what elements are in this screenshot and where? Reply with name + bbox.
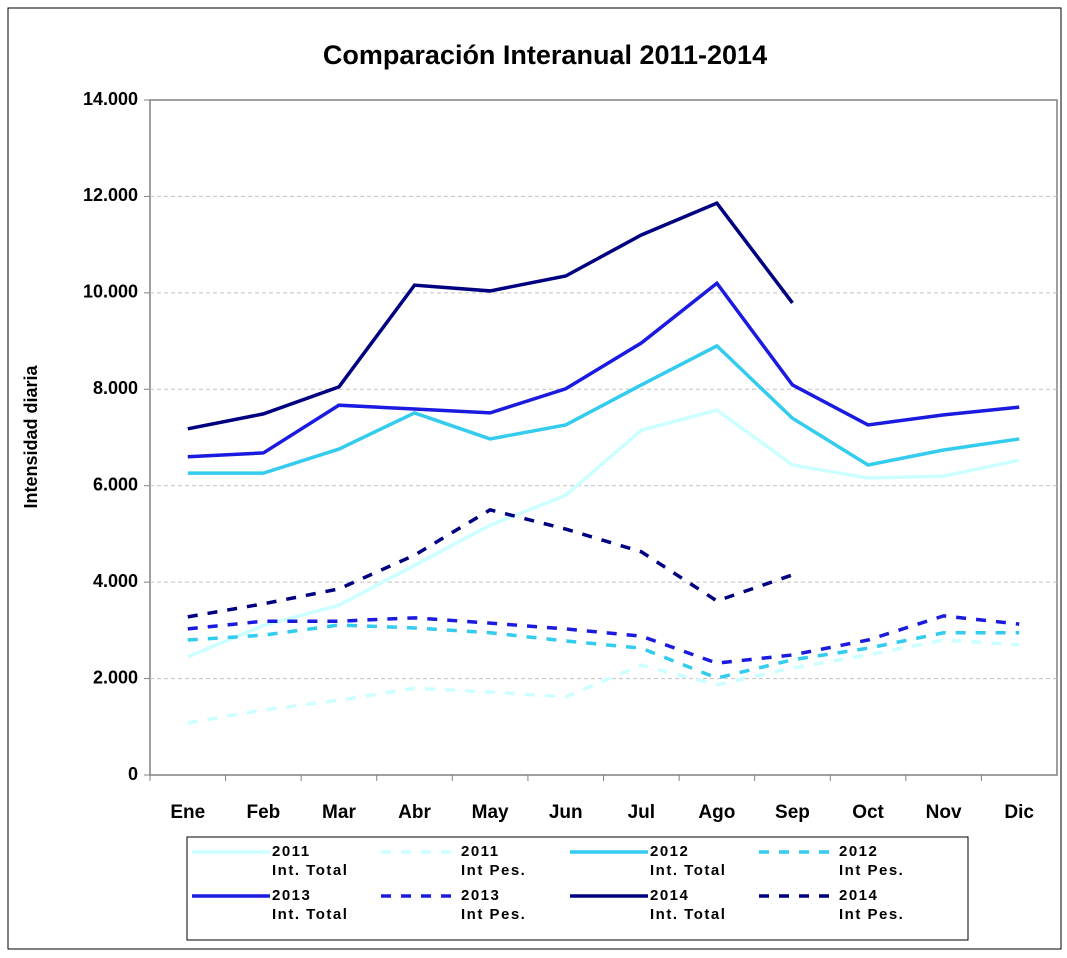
legend-label: 2014 Int Pes. — [839, 887, 905, 923]
series-line — [187, 638, 1020, 725]
series-line — [187, 614, 1020, 665]
legend-label: 2011 Int Pes. — [461, 843, 527, 879]
x-tick-label: Ene — [170, 802, 205, 823]
y-tick-label: 12.000 — [83, 185, 138, 205]
y-tick-label: 8.000 — [93, 378, 138, 398]
x-tick-label: Oct — [852, 802, 884, 823]
series-line — [187, 507, 794, 619]
legend-label: 2013 Int Pes. — [461, 887, 527, 923]
x-tick-label: Jul — [628, 802, 655, 823]
x-tick-label: May — [472, 802, 509, 823]
plot-area — [149, 99, 1058, 776]
chart-title: Comparación Interanual 2011-2014 — [323, 40, 767, 70]
x-tick-label: Feb — [246, 802, 280, 823]
legend-label: 2012 Int Pes. — [839, 843, 905, 879]
y-tick-label: 10.000 — [83, 282, 138, 302]
y-tick-label: 6.000 — [93, 474, 138, 494]
series-line — [187, 201, 794, 431]
legend-box — [186, 836, 969, 941]
x-tick-label: Jun — [549, 802, 583, 823]
y-tick-label: 4.000 — [93, 571, 138, 591]
series-line — [187, 343, 1020, 475]
x-tick-label: Nov — [926, 802, 962, 823]
x-tick-label: Mar — [322, 802, 356, 823]
legend-label: 2013 Int. Total — [272, 887, 349, 923]
y-tick-label: 0 — [128, 764, 138, 784]
x-tick-label: Sep — [775, 802, 810, 823]
series-line — [187, 280, 1020, 459]
legend-label: 2014 Int. Total — [650, 887, 727, 923]
series-line — [187, 623, 1020, 680]
y-tick-label: 14.000 — [83, 89, 138, 109]
series-line — [187, 408, 1020, 659]
y-tick-label: 2.000 — [93, 667, 138, 687]
legend-label: 2012 Int. Total — [650, 843, 727, 879]
x-tick-label: Ago — [698, 802, 735, 823]
legend-label: 2011 Int. Total — [272, 843, 349, 879]
x-tick-label: Dic — [1004, 802, 1034, 823]
y-axis-title: Intensidad diaria — [21, 365, 41, 509]
x-tick-label: Abr — [398, 802, 431, 823]
